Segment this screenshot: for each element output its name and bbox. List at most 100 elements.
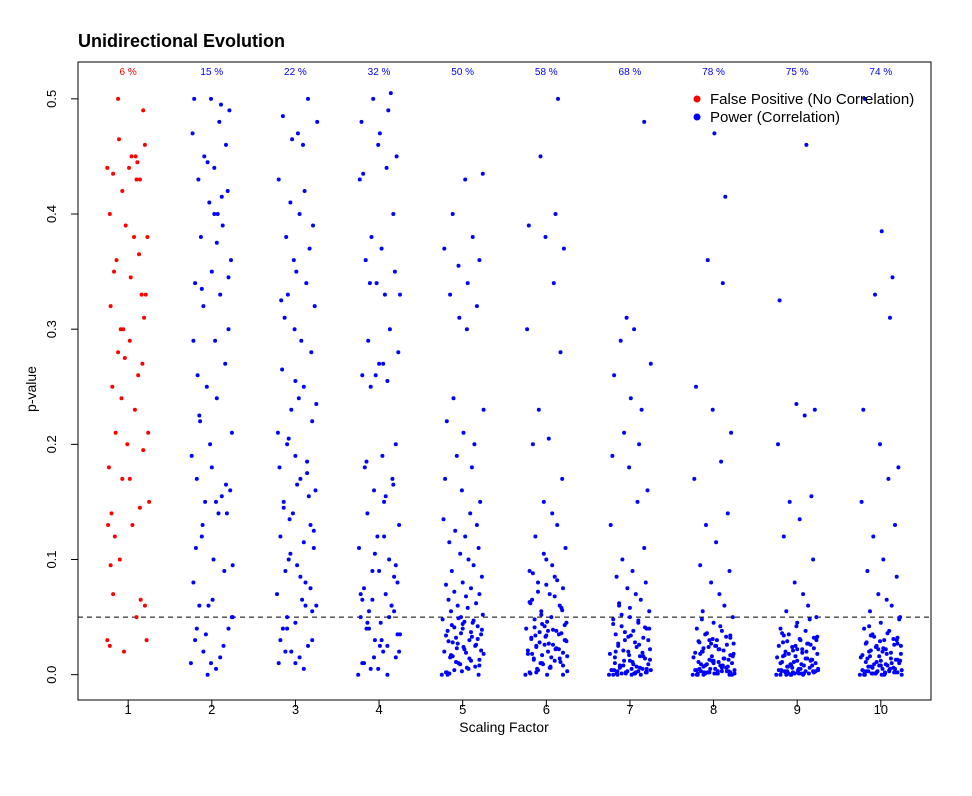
power-point — [814, 638, 819, 643]
power-point — [611, 617, 616, 622]
power-point — [293, 379, 298, 383]
power-point — [719, 459, 724, 464]
power-point — [861, 407, 866, 412]
power-point — [610, 453, 615, 458]
power-point — [630, 569, 635, 573]
power-point — [364, 459, 369, 464]
power-point — [387, 557, 392, 562]
power-point — [729, 430, 734, 435]
power-point — [814, 615, 819, 620]
power-point — [551, 642, 555, 647]
power-point — [285, 626, 290, 631]
power-point — [440, 617, 445, 622]
power-point — [705, 670, 710, 675]
power-point — [714, 671, 719, 676]
power-point — [625, 586, 630, 591]
power-point — [468, 511, 473, 516]
false-positive-point — [147, 499, 152, 504]
power-point — [725, 664, 730, 669]
power-point — [638, 672, 643, 677]
power-point — [719, 628, 724, 633]
power-point — [312, 304, 317, 309]
power-point — [208, 442, 213, 447]
power-point — [391, 212, 396, 216]
power-point — [706, 645, 711, 649]
power-point — [474, 601, 479, 606]
legend-marker-power — [693, 113, 701, 121]
power-point — [378, 620, 383, 625]
power-point — [631, 628, 636, 633]
power-point — [884, 651, 889, 656]
power-point — [877, 663, 882, 668]
power-point — [878, 620, 883, 625]
false-positive-point — [127, 165, 131, 170]
power-point — [647, 626, 652, 631]
power-point — [193, 281, 198, 286]
false-positive-point — [144, 638, 149, 643]
power-point — [462, 619, 467, 624]
power-point — [454, 646, 459, 651]
power-point — [859, 499, 864, 504]
power-point — [731, 641, 736, 646]
power-point — [298, 476, 303, 481]
power-point — [370, 597, 375, 602]
power-point — [275, 592, 279, 597]
power-point — [225, 189, 230, 193]
power-point — [865, 656, 870, 661]
power-point — [385, 379, 390, 383]
power-point — [732, 668, 737, 673]
power-point — [888, 650, 893, 655]
power-point — [612, 668, 617, 673]
power-point — [480, 171, 485, 176]
power-point — [634, 664, 639, 669]
power-point — [293, 661, 298, 666]
power-point — [534, 643, 539, 648]
power-point — [289, 407, 294, 412]
false-positive-point — [108, 304, 113, 309]
power-point — [224, 142, 228, 147]
power-point — [310, 419, 315, 424]
power-point — [228, 488, 233, 493]
power-point — [393, 563, 398, 568]
power-point — [301, 142, 305, 147]
power-point — [811, 669, 816, 674]
power-point — [613, 649, 618, 654]
power-point — [558, 350, 563, 355]
x-axis: 1 2 3 4 5 6 7 8 9 10 — [125, 700, 888, 717]
power-point — [392, 574, 397, 579]
power-point — [303, 603, 308, 608]
power-point — [193, 546, 198, 550]
power-point — [714, 540, 719, 545]
power-point — [477, 592, 482, 597]
false-positive-point — [122, 649, 126, 654]
power-point — [704, 523, 708, 527]
power-point — [643, 580, 648, 585]
percentage-label: 15 % — [200, 67, 223, 78]
false-positive-point — [137, 505, 142, 510]
y-axis: 0.0 0.1 0.2 0.3 0.4 0.5 — [44, 90, 78, 684]
power-point — [289, 649, 294, 654]
power-point — [457, 315, 462, 320]
power-point — [621, 648, 626, 653]
power-point — [303, 580, 308, 585]
false-positive-point — [143, 292, 148, 297]
false-positive-point — [132, 235, 136, 239]
power-point — [556, 632, 561, 637]
power-point — [880, 649, 885, 654]
power-point — [444, 582, 448, 587]
power-point — [536, 580, 540, 585]
power-point — [779, 668, 784, 673]
power-point — [382, 534, 387, 539]
power-point — [288, 551, 293, 556]
power-point — [717, 647, 722, 652]
power-point — [697, 666, 702, 671]
power-point — [229, 615, 234, 620]
power-point — [860, 653, 865, 658]
power-point — [449, 609, 453, 614]
power-point — [475, 624, 480, 629]
power-point — [646, 638, 651, 643]
power-point — [700, 649, 705, 654]
power-point — [549, 615, 554, 620]
power-point — [801, 672, 806, 677]
